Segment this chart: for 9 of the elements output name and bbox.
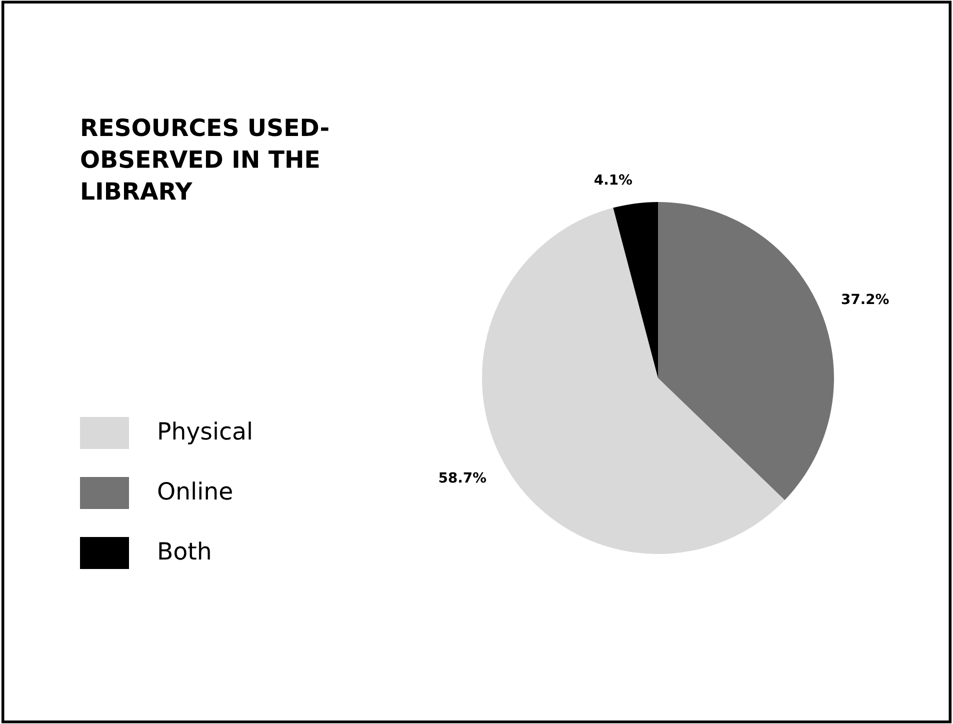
data-label: 37.2% bbox=[842, 294, 889, 304]
data-label: 58.7% bbox=[439, 472, 486, 483]
chart-title: RESOURCES USED- OBSERVED IN THE LIBRARY bbox=[81, 118, 328, 200]
pie-slice bbox=[613, 202, 658, 378]
legend-label: Physical bbox=[159, 422, 251, 444]
pie-slice bbox=[658, 202, 834, 500]
legend-label: Online bbox=[158, 482, 232, 500]
data-label: 4.1% bbox=[594, 174, 632, 185]
legend-label: Both bbox=[159, 542, 210, 560]
